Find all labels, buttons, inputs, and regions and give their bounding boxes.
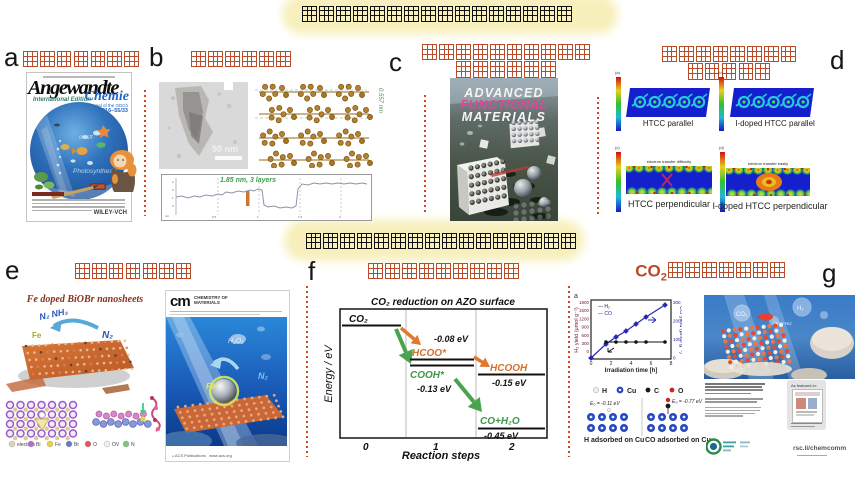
svg-text:Photosynthesis: Photosynthesis [73,168,118,175]
svg-text:1800: 1800 [579,300,590,305]
svg-text:(d): (d) [719,145,725,150]
svg-text:1500: 1500 [579,308,590,313]
svg-text:3: 3 [172,180,174,184]
svg-text:CO₂ reduction on AZO surface: CO₂ reduction on AZO surface [371,297,515,308]
svg-text:1.5: 1.5 [298,215,303,219]
svg-text:(a): (a) [615,70,621,75]
svg-text:CO₂: CO₂ [349,314,368,325]
svg-text:a: a [574,293,578,300]
svg-text:0.5: 0.5 [212,215,217,219]
svg-text:-0.08 eV: -0.08 eV [434,334,469,344]
svg-text:HCOOH: HCOOH [490,363,528,374]
svg-text:(b): (b) [718,70,724,75]
svg-text:O: O [678,388,684,395]
svg-text:HCOO*: HCOO* [412,348,447,359]
svg-text:1: 1 [172,196,174,200]
svg-text:C: C [654,388,659,395]
svg-text:0: 0 [172,204,174,208]
svg-text:0: 0 [586,349,589,354]
svg-text:Irradiation time [h]: Irradiation time [h] [605,368,658,374]
svg-text:N₂: N₂ [258,371,268,381]
svg-text:— H₂: — H₂ [598,304,610,310]
svg-text:0: 0 [673,356,676,361]
svg-text:HTCC parallel: HTCC parallel [643,119,693,128]
svg-text:E₀ = -0.77 eV: E₀ = -0.77 eV [672,399,703,405]
svg-text:Bi: Bi [36,442,40,448]
svg-text:O: O [93,442,97,448]
svg-text:(c): (c) [615,145,620,150]
svg-text:electron transfer easily: electron transfer easily [748,161,788,166]
svg-text:4: 4 [630,361,633,367]
svg-text:Reaction steps: Reaction steps [402,450,480,461]
svg-text:Fe: Fe [55,442,61,448]
svg-text:0: 0 [590,361,593,367]
svg-text:H₂O₂: H₂O₂ [228,338,244,345]
svg-text:OV: OV [112,442,120,448]
svg-text:CO adsorbed on Cu: CO adsorbed on Cu [645,437,711,444]
svg-text:H adsorbed on Cu: H adsorbed on Cu [584,437,644,444]
svg-text:CO₂: CO₂ [736,312,748,318]
svg-text:200: 200 [673,319,681,324]
svg-text:— CO: — CO [598,311,612,317]
svg-text:-0.13 eV: -0.13 eV [417,384,452,394]
svg-text:0: 0 [363,442,369,453]
svg-text:electron: electron [17,442,35,448]
svg-text:H: H [602,388,607,395]
svg-text:300: 300 [581,341,589,346]
svg-text:2: 2 [610,361,613,367]
svg-text:o··sff·: o··sff· [79,135,95,141]
svg-text:6: 6 [650,361,653,367]
svg-text:Energy / eV: Energy / eV [323,344,335,403]
svg-text:Fe: Fe [32,331,42,340]
svg-text:POV-HU: POV-HU [774,321,792,326]
svg-text:nm: nm [165,214,170,218]
svg-text:100: 100 [673,337,681,342]
svg-text:8: 8 [670,361,673,367]
svg-text:1200: 1200 [579,316,590,321]
svg-text:2: 2 [339,215,341,219]
svg-text:HTCC perpendicular: HTCC perpendicular [628,199,710,209]
svg-text:Cu: Cu [627,388,636,395]
svg-text:E₀ = -0.11 eV: E₀ = -0.11 eV [590,401,620,407]
svg-text:2: 2 [172,188,174,192]
svg-text:-0.45 eV: -0.45 eV [484,431,519,441]
svg-text:N: N [131,442,135,448]
svg-text:Fe: Fe [206,382,216,391]
svg-text:0.557 nm: 0.557 nm [377,88,383,113]
svg-text:900: 900 [581,325,589,330]
svg-text:H₂: H₂ [797,306,804,312]
svg-text:-0.15 eV: -0.15 eV [492,378,527,388]
svg-text:Br: Br [74,442,79,448]
svg-text:2: 2 [508,442,515,453]
svg-text:300: 300 [673,300,681,305]
svg-text:CO yield (μmol g⁻¹): CO yield (μmol g⁻¹) [678,306,682,354]
svg-text:1: 1 [257,215,259,219]
svg-text:COOH*: COOH* [410,370,445,381]
svg-text:I-doped HTCC parallel: I-doped HTCC parallel [735,119,815,128]
svg-text:N₂: N₂ [102,330,113,341]
svg-text:1: 1 [433,442,439,453]
svg-text:H₂ yield (μmol g⁻¹): H₂ yield (μmol g⁻¹) [574,307,580,353]
svg-text:electron transfer difficulty: electron transfer difficulty [647,159,691,164]
svg-text:CO+H₂O: CO+H₂O [480,416,520,427]
svg-text:600: 600 [581,333,589,338]
svg-text:I-doped HTCC perpendicular: I-doped HTCC perpendicular [712,201,827,211]
